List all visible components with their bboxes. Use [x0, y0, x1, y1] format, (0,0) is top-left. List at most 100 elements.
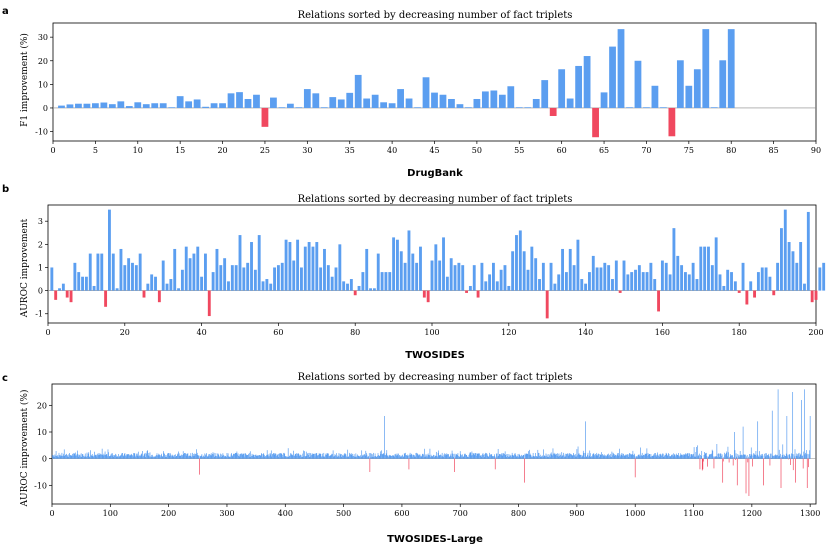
- panel-b-bar: [461, 265, 465, 291]
- panel-b-ytick-label: 0: [38, 287, 43, 296]
- panel-a-xtick-label: 45: [429, 146, 439, 155]
- panel-b-bar: [507, 285, 511, 291]
- panel-b-bar: [445, 276, 449, 291]
- panel-a-bar: [532, 98, 540, 108]
- panel-a-frame: [52, 22, 817, 142]
- panel-a-plot: 0 5 10 15 20 25 30 35 40 45 50 55 60 65 70 75 80 85 90-100…: [35, 22, 821, 155]
- panel-b-bar: [718, 274, 722, 291]
- panel-b-xtick-label: 40: [197, 328, 207, 337]
- panel-a-bar: [236, 92, 243, 108]
- panel-b-bar: [649, 262, 653, 291]
- panel-a-bar: [108, 104, 116, 108]
- panel-a-bar: [524, 107, 532, 108]
- panel-b-bar: [472, 265, 476, 291]
- panel-b-bar: [622, 260, 626, 291]
- panel-b-bar: [250, 242, 253, 291]
- panel-a-bar: [676, 60, 684, 108]
- panel-b-bar: [426, 290, 430, 303]
- panel-b-bar: [737, 290, 741, 293]
- panel-b-bar: [660, 260, 664, 291]
- panel-a-bar: [363, 98, 371, 108]
- panel-b-bar: [664, 262, 668, 291]
- panel-a-ylabel: F1 improvement (%): [19, 33, 30, 127]
- panel-a-bar: [685, 85, 693, 108]
- panel-a-bar: [405, 98, 413, 108]
- panel-a-bar: [134, 102, 142, 108]
- panel-a-xtick-label: 40: [387, 146, 397, 155]
- panel-b-bar: [787, 242, 791, 291]
- panel-a-xtick-label: 5: [93, 146, 98, 155]
- panel-b-bar: [503, 265, 507, 291]
- panel-b-bar: [119, 248, 123, 291]
- panel-b-bar: [207, 290, 211, 317]
- panel-b-bar: [349, 279, 353, 291]
- panel-a-xtick-label: 10: [133, 146, 143, 155]
- panel-b-bar: [411, 253, 415, 291]
- panel-b-bar: [346, 283, 349, 291]
- panel-b-bar: [380, 272, 384, 291]
- panel-b-bar: [453, 265, 457, 291]
- panel-b-bar: [476, 290, 480, 298]
- panel-b-bar: [449, 258, 453, 291]
- panel-b-bar: [687, 274, 691, 291]
- panel-b-xtick-label: 100: [424, 328, 439, 337]
- panel-a-xtick-label: 70: [641, 146, 651, 155]
- panel-b-bar: [323, 248, 326, 291]
- panel-b-bar: [196, 246, 200, 291]
- panel-b-bar: [480, 262, 484, 291]
- panel-b-bar: [764, 267, 768, 291]
- panel-b-bar: [618, 290, 622, 293]
- panel-b-bar: [580, 279, 584, 291]
- panel-b-bar: [745, 290, 749, 305]
- panel-a-bar: [346, 92, 354, 108]
- panel-c-xtick-label: 400: [278, 509, 293, 518]
- panel-b-bar: [545, 290, 549, 319]
- panel-a-bar: [295, 107, 303, 108]
- panel-b-bar: [261, 281, 265, 291]
- panel-a-bar: [219, 103, 226, 108]
- panel-b-bar: [641, 272, 645, 291]
- panel-b-bar: [173, 248, 177, 291]
- panel-b-bar: [468, 285, 472, 291]
- panel-a-xtick-label: 15: [175, 146, 185, 155]
- panel-a-bar: [320, 107, 328, 108]
- panel-a-bar: [439, 94, 447, 108]
- panel-c-ytick-label: -10: [34, 481, 47, 490]
- panel-b-bar: [776, 262, 780, 291]
- panel-b-bar: [422, 290, 426, 298]
- panel-b-bar: [795, 262, 799, 291]
- panel-c-xtick-label: 1200: [742, 509, 762, 518]
- panel-a-xtick-label: 50: [472, 146, 482, 155]
- panel-a-bar: [388, 103, 396, 108]
- panel-a-ytick-label: 0: [43, 104, 48, 113]
- panel-a-xtick-label: 55: [514, 146, 524, 155]
- panel-b-bar: [77, 272, 81, 291]
- panel-b-bar: [238, 235, 242, 291]
- panel-b-xtick-label: 200: [808, 328, 823, 337]
- panel-b-bar: [534, 258, 538, 291]
- panel-a-bar: [303, 89, 311, 108]
- panel-a-bar: [727, 29, 735, 108]
- panel-b-bar: [595, 267, 599, 291]
- panel-b-bar: [138, 253, 142, 291]
- panel-b-xlabel: TWOSIDES: [405, 350, 465, 361]
- panel-b-bar: [388, 272, 392, 291]
- panel-a-bar: [244, 98, 252, 108]
- panel-b-bar: [177, 288, 180, 291]
- panel-b-bar: [184, 246, 188, 291]
- panel-b-xtick-label: 180: [732, 328, 747, 337]
- panel-b-bar: [246, 262, 250, 291]
- panel-a-bar: [575, 65, 583, 108]
- panel-b-bar: [515, 235, 518, 291]
- panel-b-bar: [653, 279, 657, 291]
- panel-b-bar: [384, 272, 388, 291]
- panel-a-bar: [168, 107, 176, 108]
- panel-b-bar: [188, 258, 192, 291]
- panel-b-title: Relations sorted by decreasing number of…: [298, 194, 573, 205]
- panel-c-xtick-label: 900: [569, 509, 584, 518]
- panel-a-bar: [422, 77, 430, 108]
- panel-a-bar: [329, 97, 337, 108]
- panel-a-bar: [507, 86, 515, 108]
- panel-b-bar: [626, 274, 630, 291]
- panel-b-bar: [799, 242, 803, 291]
